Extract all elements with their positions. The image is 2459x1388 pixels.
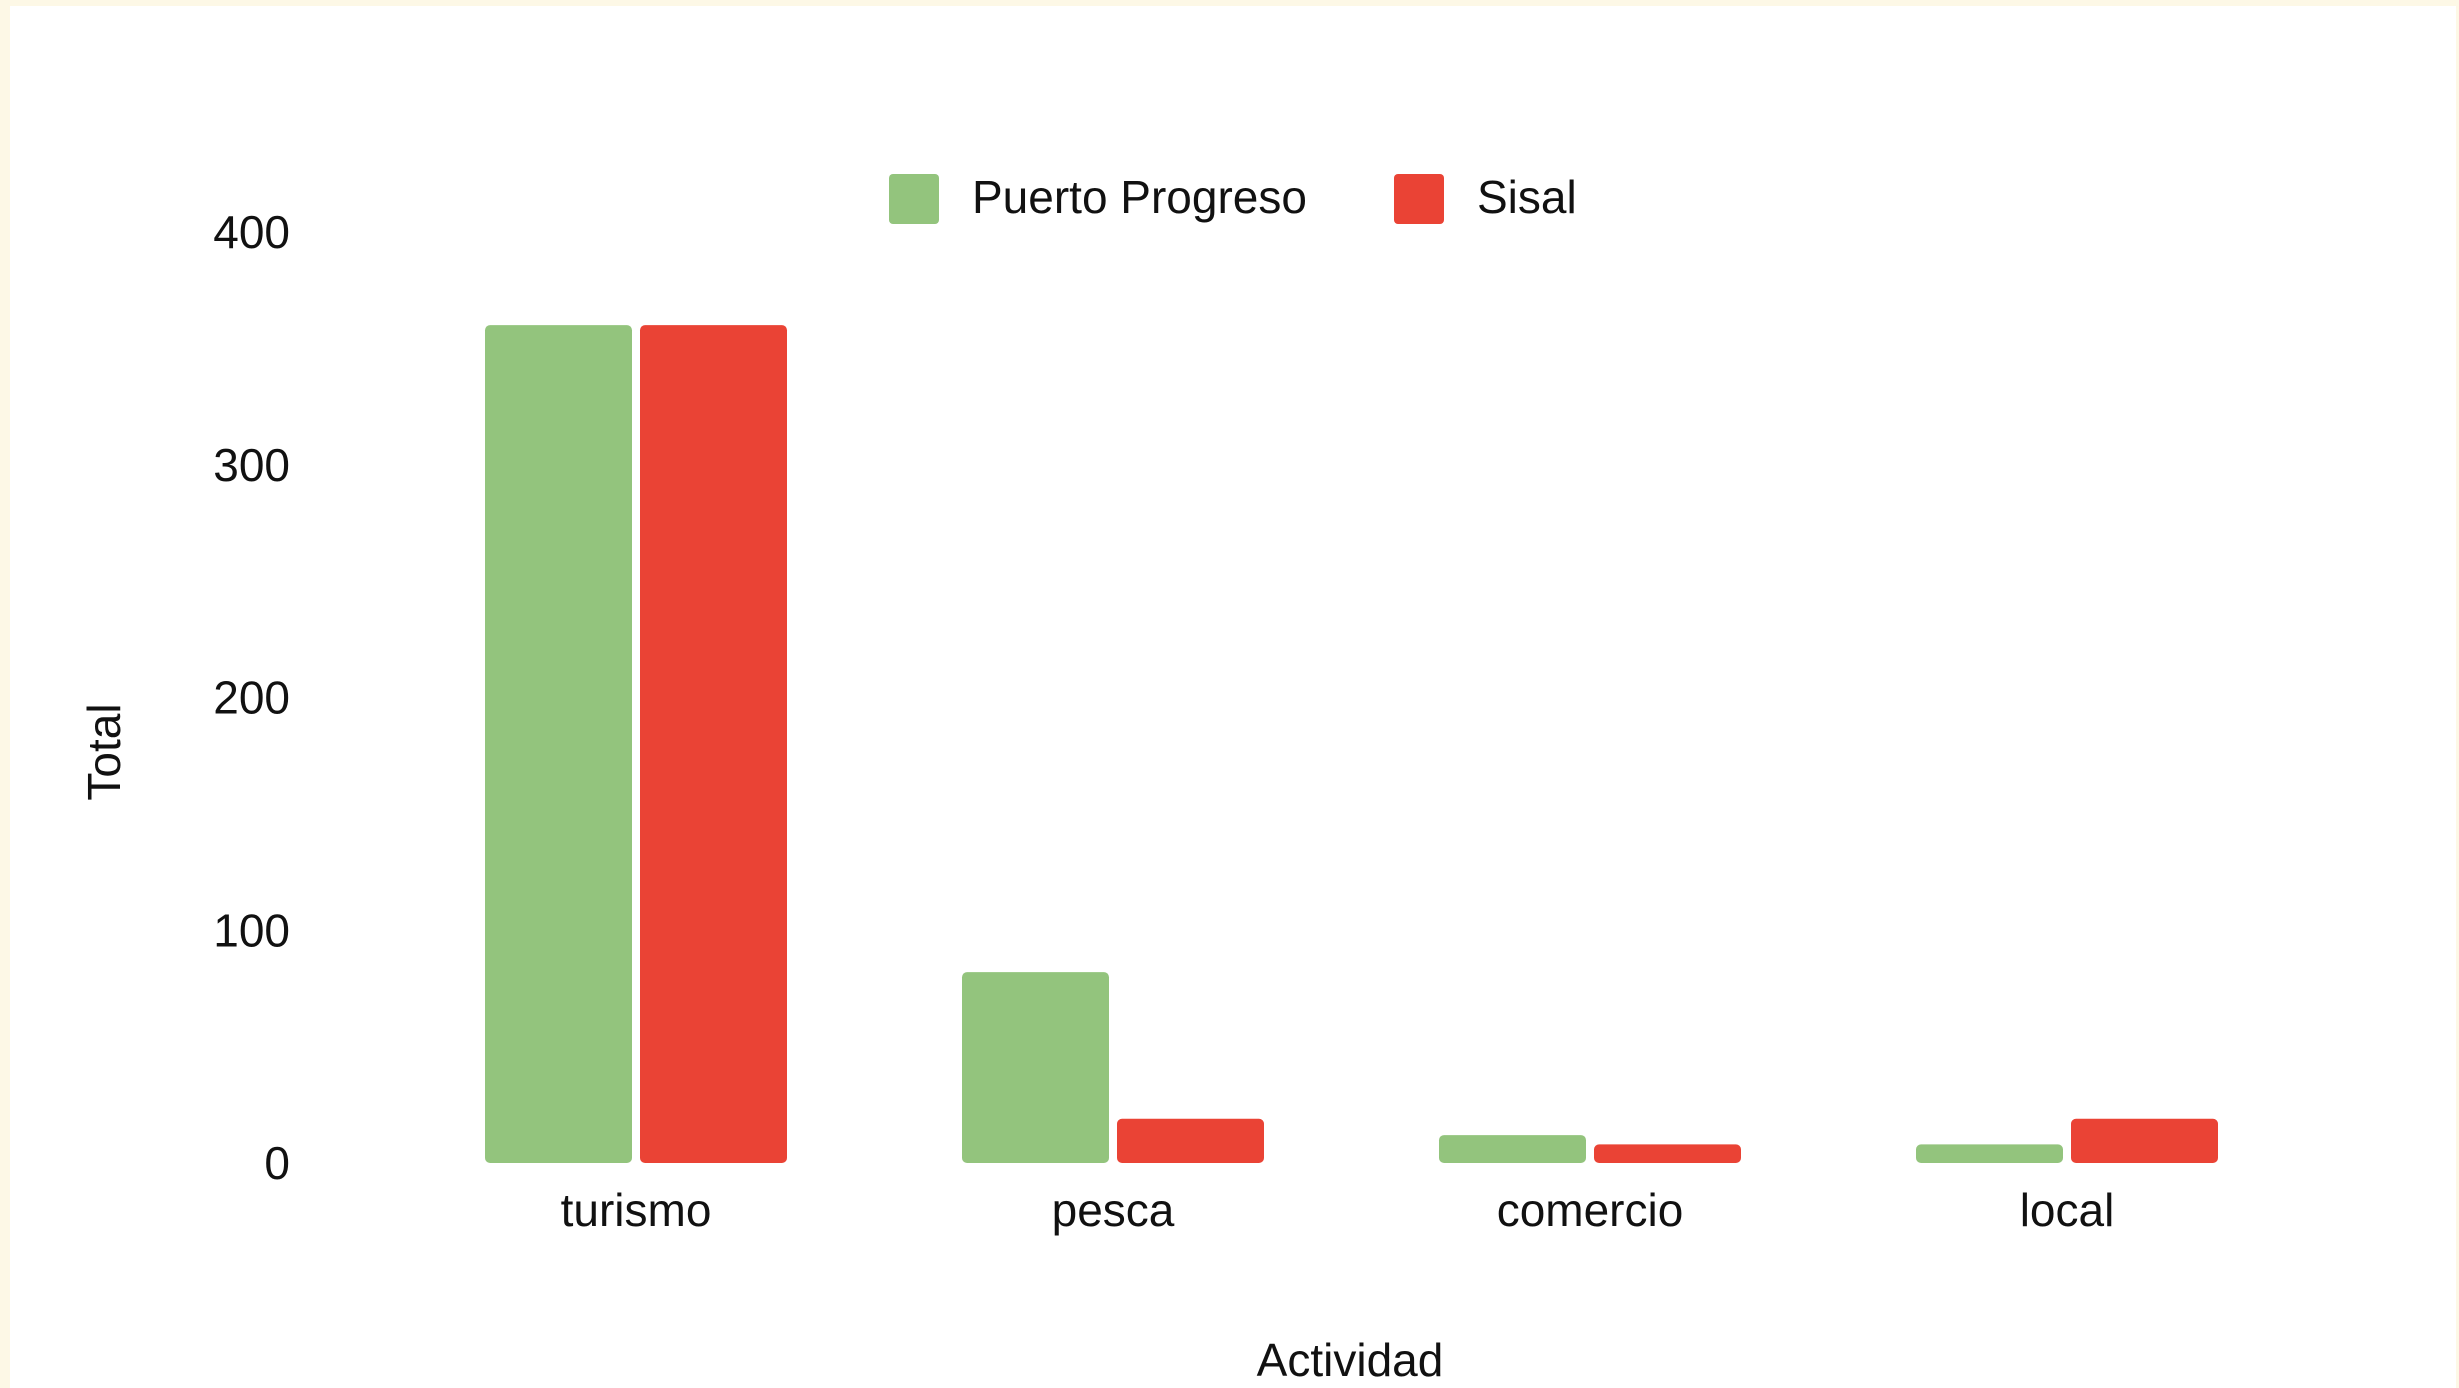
x-tick-label: pesca — [1052, 1184, 1175, 1236]
bar-turismo-puerto-progreso — [485, 325, 632, 1164]
bar-turismo-sisal — [640, 325, 787, 1164]
x-axis-label: Actividad — [1257, 1334, 1444, 1386]
bar-comercio-puerto-progreso — [1439, 1135, 1586, 1163]
legend: Puerto Progreso Sisal — [889, 171, 1577, 224]
y-tick-label: 0 — [264, 1137, 290, 1189]
y-axis-ticks: 0 100 200 300 400 — [213, 206, 290, 1189]
legend-label: Sisal — [1477, 171, 1577, 223]
x-axis-ticks: turismo pesca comercio local — [561, 1184, 2115, 1236]
legend-swatch — [1394, 174, 1444, 224]
y-tick-label: 300 — [213, 439, 290, 491]
y-axis-label: Total — [78, 703, 130, 800]
bar-local-sisal — [2071, 1118, 2218, 1163]
bar-pesca-puerto-progreso — [962, 972, 1109, 1163]
bar-comercio-sisal — [1594, 1144, 1741, 1163]
y-tick-label: 400 — [213, 206, 290, 258]
bar-local-puerto-progreso — [1916, 1144, 2063, 1163]
bars — [485, 325, 2218, 1164]
legend-swatch — [889, 174, 939, 224]
y-tick-label: 100 — [213, 904, 290, 956]
y-tick-label: 200 — [213, 672, 290, 724]
bar-pesca-sisal — [1117, 1118, 1264, 1163]
x-tick-label: turismo — [561, 1184, 712, 1236]
x-tick-label: comercio — [1497, 1184, 1684, 1236]
x-tick-label: local — [2020, 1184, 2115, 1236]
legend-label: Puerto Progreso — [972, 171, 1307, 223]
